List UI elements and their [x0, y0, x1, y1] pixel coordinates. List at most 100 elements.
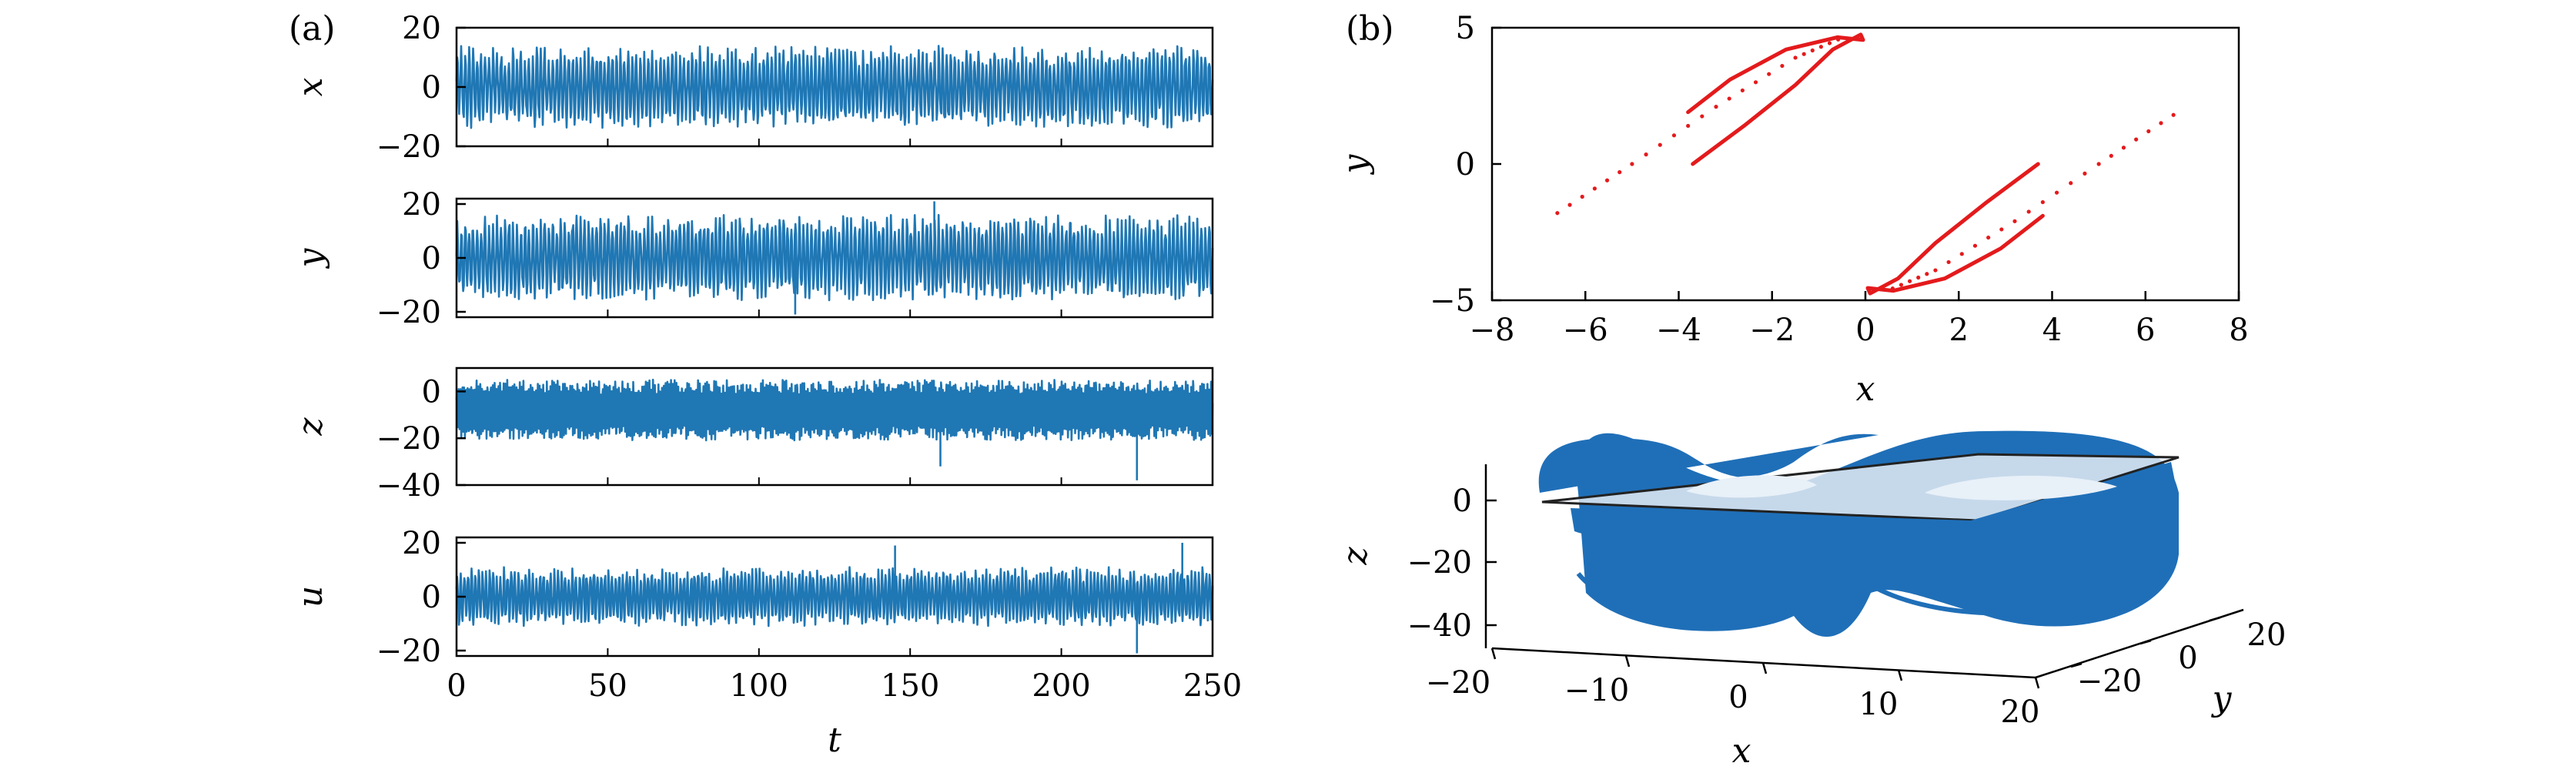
- z-axis-label: z: [1336, 547, 1375, 566]
- attractor-hole-right: [1925, 475, 2117, 500]
- x-tick-label: −4: [1656, 313, 1701, 348]
- section-point: [1793, 55, 1798, 60]
- section-point: [2083, 171, 2087, 176]
- y-tick: [2139, 639, 2152, 645]
- y-tick-label: 20: [402, 11, 441, 46]
- y-tick-label: 20: [2247, 617, 2287, 653]
- section-point: [1604, 178, 1610, 182]
- section-point: [1618, 170, 1622, 175]
- section-point: [1916, 275, 1921, 280]
- section-point: [2012, 219, 2017, 223]
- section-point: [1907, 279, 1912, 283]
- x-timeseries-chart: 20 0 −20 x: [291, 11, 1214, 165]
- section-point: [1946, 259, 1951, 265]
- series-line: [455, 201, 1214, 315]
- attractor-hole-left: [1686, 475, 1817, 498]
- section-point: [1580, 194, 1584, 199]
- section-point: [1700, 114, 1705, 119]
- attractor-front-band: [1571, 462, 2179, 580]
- y-tick-label: −40: [376, 468, 441, 504]
- section-point: [1727, 96, 1731, 101]
- z-timeseries-chart: 0 −20 −40 z: [291, 366, 1214, 504]
- y-tick-label: −20: [376, 295, 441, 330]
- y-tick-label: −20: [2077, 664, 2142, 699]
- y-axis-label: x: [291, 77, 330, 96]
- section-point: [1780, 63, 1785, 69]
- x-tick: [1897, 669, 1903, 681]
- x-tick-label: 0: [1728, 680, 1748, 715]
- x-tick-label: 200: [1032, 668, 1090, 704]
- z-tick-label: −40: [1407, 608, 1472, 644]
- x-tick-label: 0: [447, 668, 466, 704]
- section-point: [2121, 146, 2126, 150]
- section-point: [2109, 153, 2113, 158]
- y-tick-label: 0: [422, 580, 441, 615]
- section-point: [1972, 243, 1978, 248]
- y-tick-label: 20: [402, 526, 441, 561]
- section-point: [2026, 209, 2031, 214]
- section-point: [2054, 190, 2059, 195]
- x-tick-label: 250: [1183, 668, 1242, 704]
- section-point: [1592, 186, 1597, 191]
- section-point: [2069, 181, 2073, 186]
- attractor-upper-lobe: [1538, 433, 1878, 493]
- section-point: [1753, 80, 1758, 85]
- x-tick-label: 50: [588, 668, 627, 704]
- y-tick-label: −20: [376, 634, 441, 669]
- section-point: [1802, 52, 1806, 56]
- y-tick-label: 20: [402, 187, 441, 223]
- y-axis-label: y: [291, 247, 330, 269]
- section-point: [1644, 152, 1648, 157]
- section-point: [2134, 137, 2139, 142]
- section-point: [2096, 162, 2101, 166]
- y-tick-label: 0: [422, 374, 441, 410]
- series-line: [455, 378, 1214, 480]
- x-tick-label: 4: [2042, 313, 2062, 348]
- section-point: [1630, 162, 1634, 166]
- x-axis-label: x: [1856, 370, 1875, 409]
- z-tick-label: 0: [1453, 484, 1472, 519]
- axes-frame: [1490, 26, 2240, 302]
- section-point: [1999, 227, 2004, 232]
- y-tick: [2070, 662, 2083, 668]
- section-point: [2146, 129, 2151, 134]
- section-point: [1767, 72, 1771, 76]
- y-tick-label: 5: [1456, 11, 1475, 46]
- x-tick-label: −6: [1563, 313, 1608, 348]
- x-tick: [1761, 662, 1768, 674]
- y-axis-line: [2035, 608, 2244, 679]
- x-tick: [2034, 677, 2040, 689]
- section-point: [1890, 286, 1895, 291]
- series-line: [455, 45, 1214, 129]
- section-point: [1959, 252, 1964, 256]
- y-tick-label: 0: [2178, 641, 2197, 676]
- x-tick: [1624, 655, 1631, 668]
- axes-frame: [455, 366, 1214, 487]
- section-point: [1933, 268, 1938, 273]
- poincare-section-chart: −8 −6 −4 −2 0 2 4 6 8 5 0 −5 x y: [1336, 11, 2249, 409]
- section-point: [1899, 283, 1904, 287]
- section-point: [1986, 235, 1991, 240]
- y-tick-label: 0: [1456, 147, 1475, 182]
- section-point: [2040, 199, 2045, 205]
- x-axis-label: t: [828, 721, 841, 760]
- section-curve: [1686, 32, 1865, 166]
- y-tick-label: −20: [376, 421, 441, 457]
- section-point: [1925, 272, 1929, 276]
- section-point: [1555, 211, 1560, 216]
- section-point: [1827, 41, 1832, 45]
- x-tick-label: 10: [1859, 687, 1899, 722]
- x-tick-label: 150: [881, 668, 939, 704]
- section-point: [1810, 48, 1815, 53]
- section-point: [1836, 37, 1841, 42]
- attractor-3d-chart: 0 −20 −40 z −20 −10 0 10 20 x −20 0 20 y: [1336, 430, 2287, 771]
- panel-a-label: (a): [289, 9, 336, 49]
- x-tick-label: 0: [1855, 313, 1875, 348]
- x-tick: [1490, 648, 1497, 660]
- x-tick-label: −8: [1470, 313, 1515, 348]
- section-point: [1686, 123, 1691, 129]
- panel-b-label: (b): [1346, 9, 1394, 49]
- time-series-panel: 200−20x 200−20y 0−20−40z 200−200 50 100 150…: [291, 11, 1242, 760]
- x-tick-label: 2: [1949, 313, 1969, 348]
